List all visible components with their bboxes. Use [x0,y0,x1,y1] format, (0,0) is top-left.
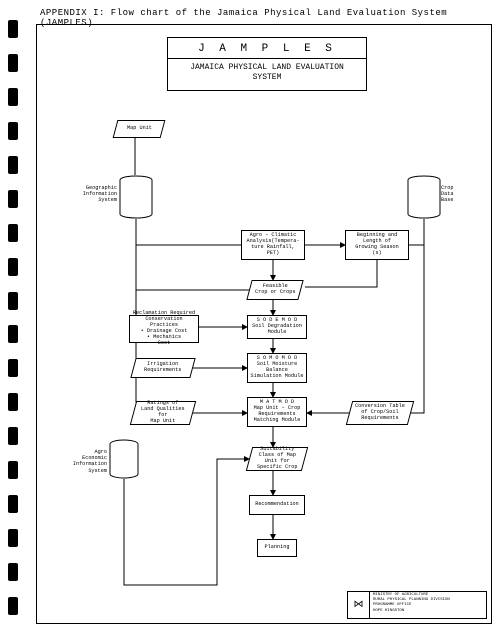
node-crop_db: Crop Data Base [407,175,441,219]
spiral-hole [8,88,18,106]
node-recommendation: Recommendation [249,495,305,515]
title-main: J A M P L E S [168,40,366,59]
spiral-hole [8,359,18,377]
page: APPENDIX I: Flow chart of the Jamaica Ph… [30,2,498,632]
spiral-hole [8,461,18,479]
node-rect_req: Reclamation Required Conservation Practi… [129,315,199,343]
spiral-hole [8,529,18,547]
node-planning: Planning [257,539,297,557]
page-frame: J A M P L E S JAMAICA PHYSICAL LAND EVAL… [36,24,492,624]
node-map_unit: Map Unit [113,120,166,138]
spiral-hole [8,156,18,174]
node-growing_season: Beginning and Length of Growing Season (… [345,230,409,260]
title-subtitle: JAMAICA PHYSICAL LAND EVALUATION SYSTEM [168,59,366,88]
footer-text: MINISTRY OF AGRICULTURE RURAL PHYSICAL P… [370,592,486,618]
spiral-hole [8,495,18,513]
spiral-hole [8,427,18,445]
node-somomod: S O M O M O D Soil Moisture Balance Simu… [247,353,307,383]
node-suitability: Suitability Class of Map Unit for Specif… [246,447,308,471]
node-feasible_crop: Feasible Crop or Crops [246,280,303,300]
spiral-hole [8,190,18,208]
edge [409,219,424,413]
spiral-hole [8,20,18,38]
node-matmod: M A T M O D Map Unit – Crop Requirements… [247,397,307,427]
node-gis_db: Geographic Information System [119,175,153,219]
spiral-hole [8,258,18,276]
edge [124,459,249,585]
node-conv_table: Conversion Table of Crop/Soil Requiremen… [346,401,414,425]
node-irrigation: Irrigation Requirements [130,358,195,378]
edge [305,260,377,287]
footer-line-4: HOPE KINGSTON [373,609,483,614]
footer-logo-icon: ⋈ [348,592,370,618]
spiral-binding [8,20,20,615]
spiral-hole [8,563,18,581]
node-agro_clim: Agro – Climatic Analysis(Tempera- ture R… [241,230,305,260]
node-sodemod: S O D E M O D Soil Degradation Module [247,315,307,339]
spiral-hole [8,393,18,411]
title-box: J A M P L E S JAMAICA PHYSICAL LAND EVAL… [167,37,367,91]
spiral-hole [8,54,18,72]
spiral-hole [8,224,18,242]
footer-titleblock: ⋈ MINISTRY OF AGRICULTURE RURAL PHYSICAL… [347,591,487,619]
spiral-hole [8,122,18,140]
node-aes_db: Agro Economic Information System [109,439,139,479]
spiral-hole [8,597,18,615]
spiral-hole [8,292,18,310]
spiral-hole [8,325,18,343]
node-land_qual: Ratings of Land Qualities for Map Unit [130,401,196,425]
